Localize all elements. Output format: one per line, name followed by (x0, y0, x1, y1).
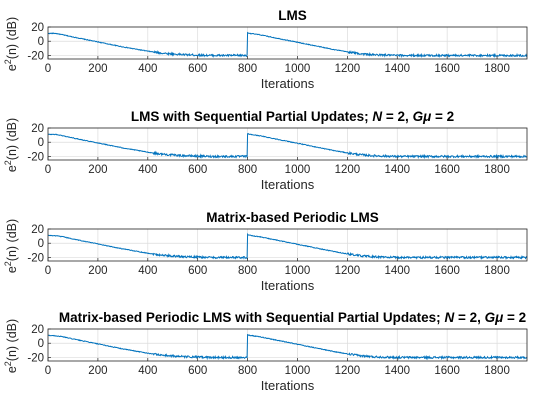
x-tick-label: 1200 (335, 63, 361, 75)
x-tick-label: 1600 (434, 164, 460, 176)
x-tick-label: 1800 (484, 63, 510, 75)
x-tick-label: 200 (88, 265, 107, 277)
y-tick-label: -20 (27, 50, 44, 62)
x-tick-label: 1000 (285, 265, 311, 277)
y-tick-label: -20 (27, 151, 44, 163)
x-tick-label: 200 (88, 365, 107, 377)
x-tick-label: 600 (188, 63, 207, 75)
series-line (47, 232, 528, 261)
x-tick-label: 1600 (434, 365, 460, 377)
y-tick-label: -20 (27, 252, 44, 264)
x-tick-label: 0 (45, 63, 51, 75)
x-tick-label: 1800 (484, 265, 510, 277)
x-tick-label: 0 (45, 164, 51, 176)
y-axis-label: e2(n) (dB) (3, 17, 19, 71)
y-tick-label: 20 (31, 224, 44, 236)
x-tick-label: 1000 (285, 63, 311, 75)
x-tick-label: 400 (138, 63, 157, 75)
x-tick-label: 800 (238, 365, 257, 377)
x-tick-label: 1000 (285, 164, 311, 176)
series-line (47, 334, 528, 361)
y-axis-label: e2(n) (dB) (3, 118, 19, 172)
x-axis-label: Iterations (261, 378, 315, 393)
subplot-title: Matrix-based Periodic LMS (206, 210, 379, 225)
subplot-title: Matrix-based Periodic LMS with Sequentia… (59, 310, 526, 325)
subplot-3: 0 200 400 600 800 1000 1200 1400 1600 1800-20020I… (3, 210, 528, 293)
x-tick-label: 400 (138, 365, 157, 377)
x-tick-label: 1800 (484, 365, 510, 377)
x-tick-label: 1600 (434, 265, 460, 277)
plot-frame (47, 228, 528, 262)
x-tick-label: 1400 (384, 265, 410, 277)
subplot-1: 0 200 400 600 800 1000 1200 1400 1600 1800-20020I… (3, 8, 528, 91)
x-axis-label: Iterations (261, 76, 315, 91)
y-tick-label: 0 (38, 338, 44, 350)
y-tick-label: 0 (38, 137, 44, 149)
x-tick-label: 1400 (384, 365, 410, 377)
y-tick-label: 0 (38, 36, 44, 48)
subplot-4: 0 200 400 600 800 1000 1200 1400 1600 1800-20020I… (3, 310, 528, 393)
plot-frame (47, 328, 528, 362)
subplot-title: LMS with Sequential Partial Updates; N =… (131, 109, 454, 124)
x-tick-label: 1800 (484, 164, 510, 176)
x-tick-label: 0 (45, 265, 51, 277)
x-tick-label: 800 (238, 265, 257, 277)
y-tick-label: 0 (38, 238, 44, 250)
x-tick-label: 600 (188, 164, 207, 176)
x-tick-label: 200 (88, 164, 107, 176)
plot-frame (47, 26, 528, 60)
x-tick-label: 400 (138, 265, 157, 277)
x-tick-label: 1200 (335, 265, 361, 277)
x-tick-label: 1000 (285, 365, 311, 377)
x-axis-label: Iterations (261, 177, 315, 192)
x-tick-label: 1200 (335, 164, 361, 176)
subplot-2: 0 200 400 600 800 1000 1200 1400 1600 1800-20020I… (3, 109, 528, 192)
x-tick-label: 600 (188, 365, 207, 377)
x-tick-label: 200 (88, 63, 107, 75)
series-line (47, 31, 528, 59)
plot-frame (47, 127, 528, 161)
y-axis-label: e2(n) (dB) (3, 219, 19, 273)
y-tick-label: -20 (27, 352, 44, 364)
x-tick-label: 1200 (335, 365, 361, 377)
x-tick-label: 1400 (384, 63, 410, 75)
x-tick-label: 800 (238, 164, 257, 176)
y-axis-label: e2(n) (dB) (3, 319, 19, 373)
series-line (47, 132, 528, 160)
x-tick-label: 400 (138, 164, 157, 176)
subplot-title: LMS (278, 8, 307, 23)
x-tick-label: 1400 (384, 164, 410, 176)
x-tick-label: 0 (45, 365, 51, 377)
x-axis-label: Iterations (261, 278, 315, 293)
x-tick-label: 600 (188, 265, 207, 277)
y-tick-label: 20 (31, 123, 44, 135)
x-tick-label: 800 (238, 63, 257, 75)
y-tick-label: 20 (31, 324, 44, 336)
y-tick-label: 20 (31, 22, 44, 34)
x-tick-label: 1600 (434, 63, 460, 75)
